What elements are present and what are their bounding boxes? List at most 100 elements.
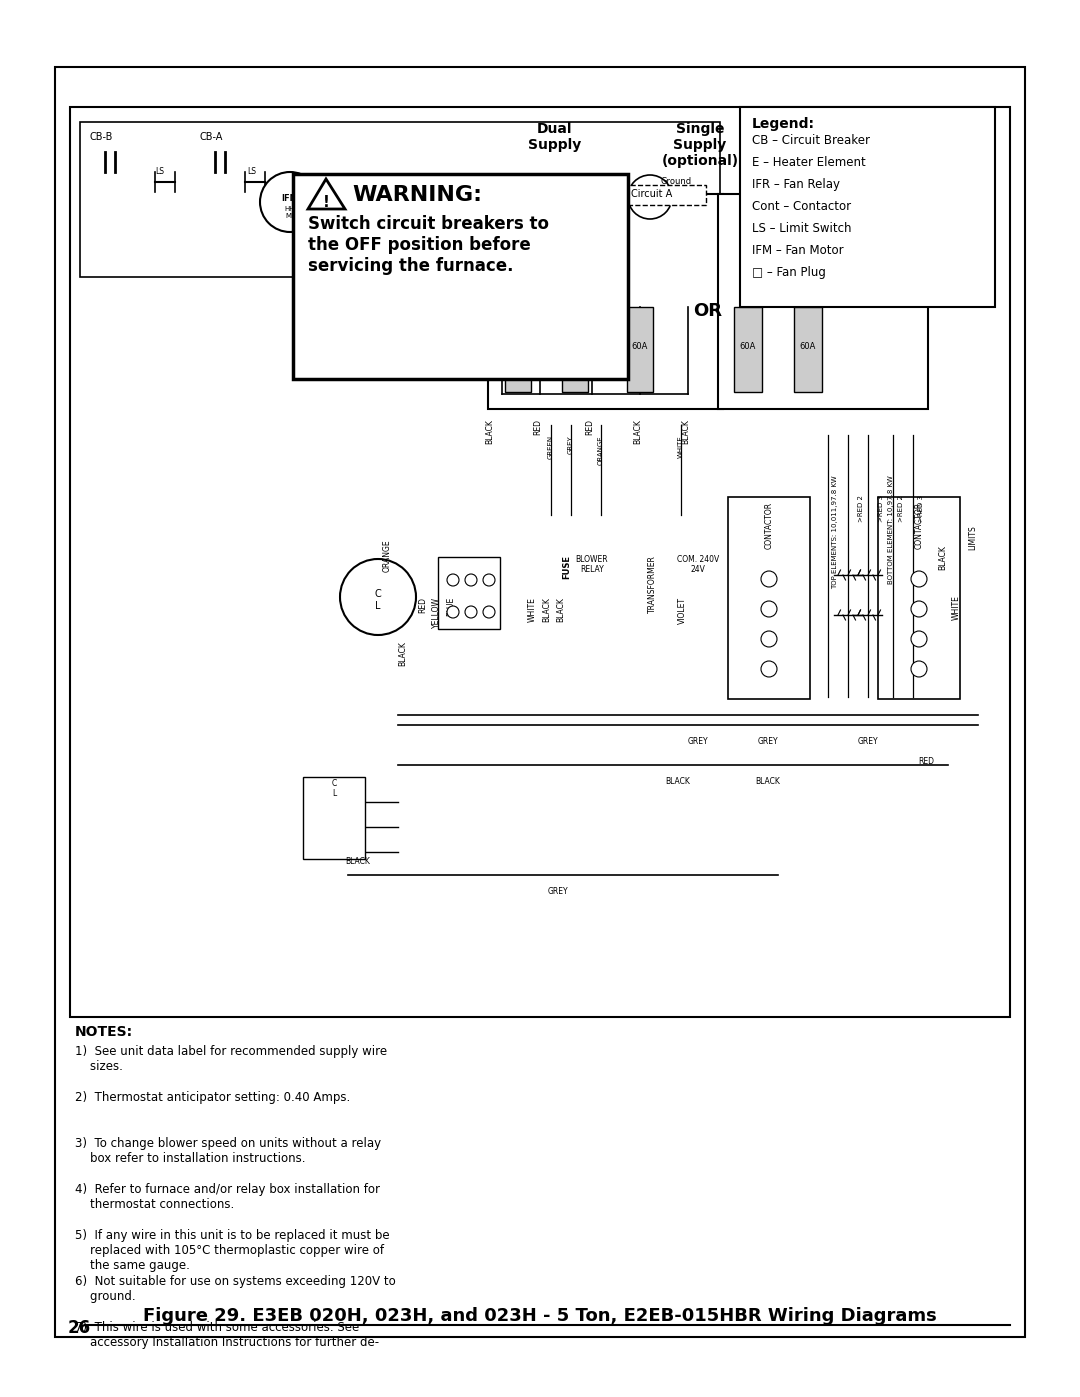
- Text: WHITE: WHITE: [951, 595, 961, 620]
- Text: BLACK: BLACK: [939, 545, 947, 570]
- Text: 60A: 60A: [567, 342, 583, 351]
- Circle shape: [483, 574, 495, 585]
- Text: IFR – Fan Relay: IFR – Fan Relay: [752, 177, 840, 191]
- Text: GREY: GREY: [858, 738, 878, 746]
- Text: 4)  Refer to furnace and/or relay box installation for
    thermostat connection: 4) Refer to furnace and/or relay box ins…: [75, 1183, 380, 1211]
- Text: Ground: Ground: [542, 177, 573, 186]
- Text: C
L: C L: [332, 780, 337, 799]
- Text: GREY: GREY: [758, 738, 779, 746]
- Circle shape: [447, 574, 459, 585]
- Text: VIOLET: VIOLET: [678, 597, 687, 624]
- Bar: [878, 497, 960, 698]
- Text: 60A: 60A: [800, 342, 816, 351]
- Text: FUSE: FUSE: [562, 555, 571, 578]
- Text: >RED 3: >RED 3: [878, 495, 885, 522]
- Text: WARNING:: WARNING:: [352, 184, 482, 205]
- Text: Circuit A: Circuit A: [632, 189, 673, 198]
- Circle shape: [483, 606, 495, 617]
- Circle shape: [912, 571, 927, 587]
- Text: ORANGE: ORANGE: [383, 539, 392, 571]
- Circle shape: [465, 606, 477, 617]
- Text: Line
Voltage: Line Voltage: [603, 177, 634, 197]
- Text: GREY: GREY: [568, 434, 573, 454]
- Text: BLACK: BLACK: [665, 777, 690, 787]
- Text: Figure 29. E3EB 020H, 023H, and 023H - 5 Ton, E2EB-015HBR Wiring Diagrams: Figure 29. E3EB 020H, 023H, and 023H - 5…: [144, 1308, 936, 1324]
- Circle shape: [912, 661, 927, 678]
- Text: 5)  If any wire in this unit is to be replaced it must be
    replaced with 105°: 5) If any wire in this unit is to be rep…: [75, 1229, 390, 1273]
- Bar: [488, 194, 723, 409]
- Bar: [734, 307, 762, 393]
- Text: BLOWER
RELAY: BLOWER RELAY: [576, 555, 608, 574]
- Bar: [303, 777, 365, 859]
- Bar: [55, 67, 1025, 1337]
- Text: YELLOW: YELLOW: [432, 597, 441, 629]
- Text: >RED 3: >RED 3: [918, 495, 924, 522]
- Bar: [562, 307, 588, 393]
- Bar: [70, 108, 1010, 1017]
- Text: Circuit B: Circuit B: [524, 189, 565, 198]
- Circle shape: [465, 574, 477, 585]
- Text: Ground: Ground: [661, 177, 691, 186]
- Circle shape: [761, 661, 777, 678]
- Text: C: C: [375, 590, 381, 599]
- Text: L: L: [375, 601, 381, 610]
- Text: GREY: GREY: [688, 738, 708, 746]
- Bar: [718, 194, 928, 409]
- Text: RED: RED: [418, 597, 427, 613]
- Text: 60A: 60A: [740, 342, 756, 351]
- Text: BOTTOM ELEMENT: 10,97.8 KW: BOTTOM ELEMENT: 10,97.8 KW: [888, 475, 894, 584]
- Text: BLUE: BLUE: [446, 597, 455, 616]
- Text: CONTACTOR: CONTACTOR: [915, 502, 923, 549]
- Circle shape: [761, 601, 777, 617]
- Circle shape: [260, 172, 320, 232]
- Text: CONTACTOR: CONTACTOR: [765, 502, 773, 549]
- Text: LIMITS: LIMITS: [968, 525, 977, 550]
- Text: Transformer: Transformer: [384, 182, 395, 240]
- Text: GREY: GREY: [548, 887, 568, 895]
- Text: GREEN: GREEN: [548, 434, 554, 460]
- Text: OR: OR: [693, 302, 723, 320]
- Text: Cont
2: Cont 2: [580, 191, 599, 211]
- Text: RED: RED: [534, 419, 542, 434]
- Circle shape: [912, 601, 927, 617]
- Text: RED: RED: [585, 419, 594, 434]
- Bar: [80, 122, 720, 277]
- Text: CB-B: CB-B: [90, 131, 113, 142]
- Text: BLACK: BLACK: [486, 419, 495, 444]
- Circle shape: [508, 175, 552, 219]
- Text: IFM: IFM: [282, 194, 298, 203]
- Bar: [438, 557, 500, 629]
- Bar: [740, 108, 995, 307]
- Text: LS: LS: [156, 168, 164, 176]
- Circle shape: [761, 631, 777, 647]
- Bar: [598, 184, 706, 205]
- Text: 60A: 60A: [632, 342, 648, 351]
- Text: BLACK: BLACK: [399, 641, 407, 666]
- Text: Single
Supply
(optional): Single Supply (optional): [661, 122, 739, 169]
- Circle shape: [447, 606, 459, 617]
- Circle shape: [761, 571, 777, 587]
- Text: >RED 2: >RED 2: [858, 495, 864, 522]
- Text: >RED 2: >RED 2: [897, 495, 904, 522]
- Text: BLACK: BLACK: [542, 597, 551, 622]
- Bar: [627, 307, 653, 393]
- Text: BLACK: BLACK: [346, 856, 370, 866]
- Text: ORANGE: ORANGE: [598, 434, 604, 465]
- Text: NOTES:: NOTES:: [75, 1025, 133, 1039]
- Text: 1)  See unit data label for recommended supply wire
    sizes.: 1) See unit data label for recommended s…: [75, 1045, 387, 1073]
- Text: Switch circuit breakers to
the OFF position before
servicing the furnace.: Switch circuit breakers to the OFF posit…: [308, 215, 549, 275]
- Text: E – Heater Element: E – Heater Element: [752, 156, 866, 169]
- Circle shape: [340, 559, 416, 636]
- Circle shape: [568, 175, 612, 219]
- Text: Dual
Supply: Dual Supply: [528, 122, 582, 152]
- Text: WHITE: WHITE: [528, 597, 537, 622]
- Text: TRANSFORMER: TRANSFORMER: [648, 555, 657, 613]
- Circle shape: [912, 631, 927, 647]
- Text: WHITE: WHITE: [678, 434, 684, 458]
- Text: Cont
1: Cont 1: [521, 191, 540, 211]
- Text: BLACK: BLACK: [681, 419, 690, 444]
- Text: LS – Limit Switch: LS – Limit Switch: [752, 222, 851, 235]
- Text: HH
ML: HH ML: [285, 205, 295, 219]
- Text: !: !: [323, 196, 329, 210]
- Bar: [794, 307, 822, 393]
